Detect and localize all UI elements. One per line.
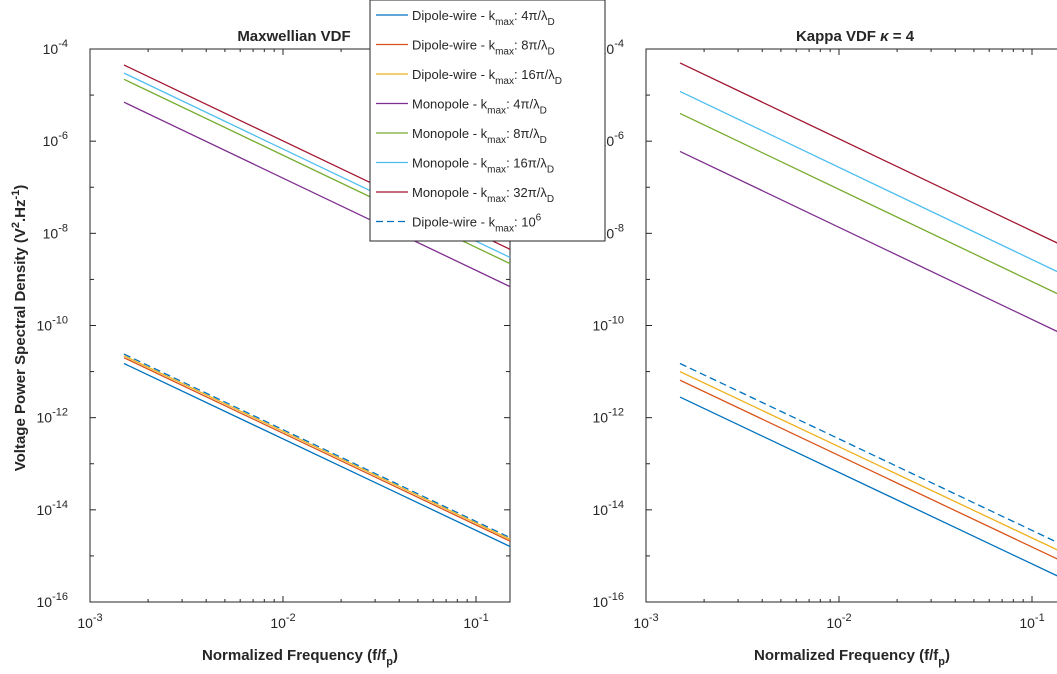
x-tick-label: 10-3 [633,612,658,631]
y-tick-label: 10-14 [593,499,624,518]
legend-entry-label: Monopole - kmax: 4π/λD [412,97,547,117]
series-line-left-0 [123,362,511,548]
series-line-right-5 [679,90,1057,273]
x-tick-label: 10-1 [1019,612,1044,631]
legend-entry-label: Dipole-wire - kmax: 4π/λD [412,8,555,28]
series-line-right-3 [679,150,1057,333]
legend-entry-label: Dipole-wire - kmax: 106 [412,213,542,235]
right-x-axis-label: Normalized Frequency (f/fp) [754,647,950,668]
series-line-right-4 [679,112,1057,295]
legend-entry-label: Monopole - kmax: 8π/λD [412,126,547,146]
legend-entry-label: Monopole - kmax: 16π/λD [412,156,554,176]
y-tick-label: 10-16 [37,591,68,610]
y-axis-label: Voltage Power Spectral Density (V2.Hz-1) [10,185,29,472]
series-line-right-6 [679,62,1057,244]
left-plot-title: Maxwellian VDF [237,28,350,45]
series-line-right-1 [679,379,1057,560]
y-tick-label: 10-8 [43,222,68,241]
x-tick-label: 10-2 [826,612,851,631]
y-tick-label: 10-14 [37,499,68,518]
right-plot-area [645,48,1057,603]
y-tick-label: 10-12 [37,407,68,426]
series-line-right-2 [679,371,1057,551]
left-x-axis-label: Normalized Frequency (f/fp) [202,647,398,668]
series-line-right-0 [679,396,1057,577]
x-tick-label: 10-3 [77,612,102,631]
y-tick-label: 10-10 [37,315,68,334]
series-line-left-3 [123,101,511,288]
right-plot-title: Kappa VDF κ = 4 [796,28,915,45]
legend-entry-label: Dipole-wire - kmax: 8π/λD [412,38,555,58]
right-axes: 10-3 10-2 10-110-1610-1410-1210-1010-810-6… [593,28,1057,668]
y-tick-label: 10-16 [593,591,624,610]
legend-entry-label: Dipole-wire - kmax: 16π/λD [412,67,562,87]
series-line-left-2 [123,355,511,540]
series-line-right-7 [679,362,1057,543]
legend: Dipole-wire - kmax: 4π/λD Dipole-wire - k… [369,0,606,242]
y-tick-label: 10-4 [43,38,68,57]
series-line-left-1 [123,357,511,542]
legend-box [369,0,606,242]
x-tick-label: 10-1 [463,612,488,631]
y-tick-label: 10-10 [593,315,624,334]
x-tick-label: 10-2 [270,612,295,631]
y-tick-label: 10-6 [43,130,68,149]
series-line-left-7 [123,353,511,539]
y-tick-label: 10-12 [593,407,624,426]
legend-entry-label: Monopole - kmax: 32π/λD [412,185,554,205]
